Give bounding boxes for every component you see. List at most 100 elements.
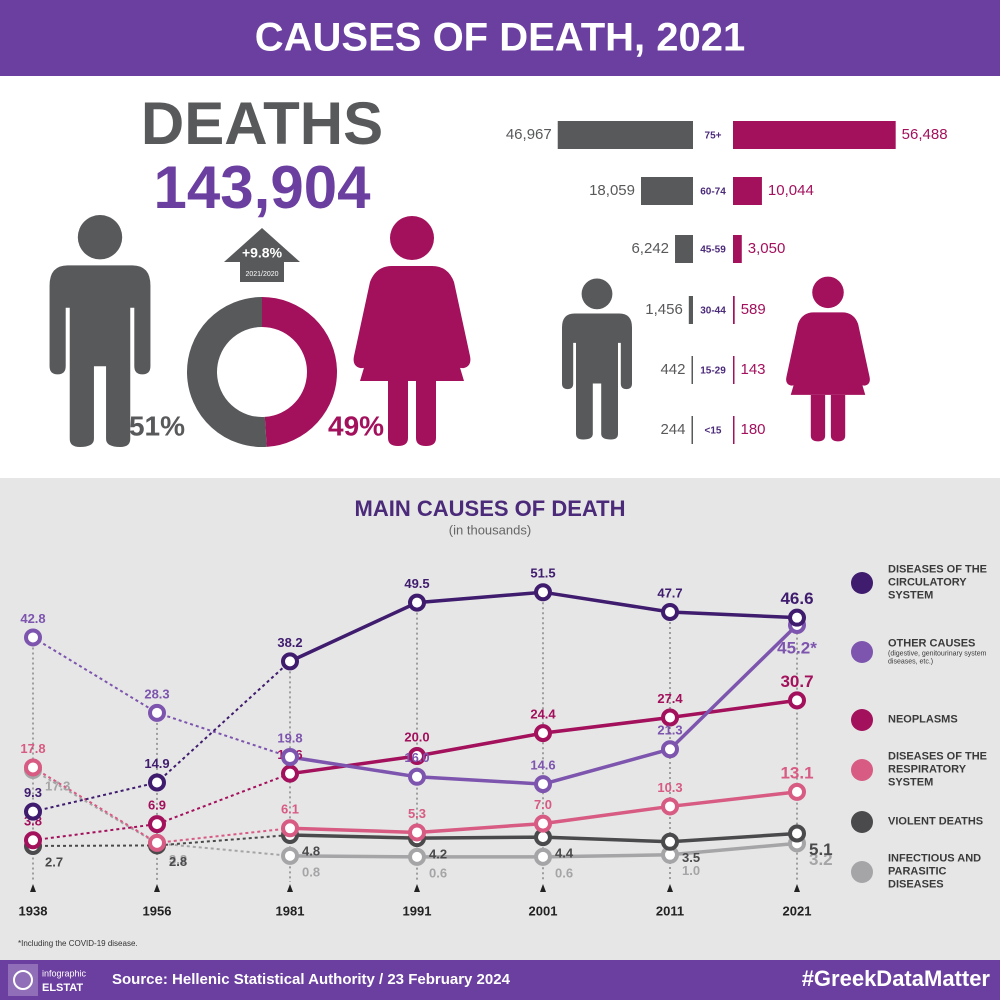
tick-marker [540,884,546,892]
point [281,819,299,838]
bar-female [733,296,735,324]
point [534,775,552,794]
value-label: 0.6 [555,865,573,880]
point [24,628,42,647]
x-tick-label: 1981 [276,903,305,918]
value-label: 46.6 [780,589,813,608]
age-label: 15-29 [700,366,726,377]
donut-segment [187,297,267,447]
point [148,703,166,722]
value-label: 2.7 [45,854,63,869]
hashtag: #GreekDataMatter [802,966,991,991]
age-label: 60-74 [700,187,726,198]
value-label: 3,050 [748,240,786,257]
bar-female [733,356,735,384]
legend-icon [851,641,873,663]
point [148,833,166,852]
bottom-panel [0,478,1000,960]
header-band [0,0,1000,76]
value-label: 13.1 [780,763,813,782]
value-label: 14.9 [144,756,169,771]
value-label: 4.4 [555,846,574,861]
x-tick-label: 1991 [403,903,432,918]
bar-male [691,416,693,444]
point [24,831,42,850]
value-label: 143 [741,361,766,378]
value-label: 7.0 [534,797,552,812]
point [788,782,806,801]
value-label: 14.6 [530,758,555,773]
point [788,608,806,627]
point [408,767,426,786]
legend-label: OTHER CAUSES [888,637,976,650]
value-label: 10.3 [657,780,682,795]
bar-female [733,121,896,149]
logo-bottom: ELSTAT [42,982,83,994]
legend-label: NEOPLASMS [888,713,958,726]
value-label: 16.0 [404,750,429,765]
value-label: 3.2 [809,850,833,869]
point [408,823,426,842]
legend-icon [851,709,873,731]
value-label: 45.2* [777,638,817,657]
deaths-label: DEATHS [141,90,383,157]
point [24,802,42,821]
tick-marker [287,884,293,892]
change-period: 2021/2020 [245,271,278,278]
point [534,847,552,866]
page-title: CAUSES OF DEATH, 2021 [255,16,746,60]
value-label: 9.3 [24,785,42,800]
value-label: 244 [660,421,685,438]
point [281,764,299,783]
bar-male [640,177,693,205]
x-tick-label: 2021 [783,903,812,918]
value-label: 51.5 [530,566,555,581]
value-label: 0.8 [302,864,320,879]
legend-label: DISEASES OF THE RESPIRATORY SYSTEM [888,750,988,789]
value-label: 18,059 [589,182,635,199]
value-label: 46,967 [506,126,552,143]
value-label: 20.0 [404,729,429,744]
value-label: 4.8 [302,843,320,858]
legend-label: DISEASES OF THE CIRCULATORY SYSTEM [888,563,988,602]
value-label: 5.3 [408,806,426,821]
x-tick-label: 1956 [143,903,172,918]
legend-entry: INFECTIOUS AND PARASITIC DISEASES [888,853,996,892]
point [661,708,679,727]
legend-entry: OTHER CAUSES (digestive, genitourinary sy… [888,638,996,667]
point [534,583,552,602]
x-tick-label: 2001 [529,903,558,918]
point [534,814,552,833]
share-label: 51% [129,410,185,441]
value-label: 3.2 [169,852,187,867]
value-label: 56,488 [902,126,948,143]
line-subtitle: (in thousands) [449,522,531,537]
bar-female [733,177,762,205]
point [408,747,426,765]
footnote: *Including the COVID-19 disease. [18,939,138,948]
value-label: 17.8 [20,741,45,756]
value-label: 4.2 [429,847,447,862]
value-label: 30.7 [780,672,813,691]
point [661,740,679,759]
legend-icon [851,759,873,781]
point [281,748,299,767]
point [148,815,166,834]
point [534,724,552,743]
bar-female [733,235,742,263]
point [408,593,426,612]
value-label: 6.1 [281,802,299,817]
value-label: 442 [660,361,685,378]
legend-icon [851,811,873,833]
value-label: 589 [741,301,766,318]
x-tick-label: 1938 [19,903,48,918]
legend-entry: NEOPLASMS [888,714,996,727]
legend-note: (digestive, genitourinary system disease… [888,650,987,666]
age-label: 45-59 [700,245,726,256]
point [661,832,679,851]
point [788,824,806,843]
change-arrow [224,228,300,282]
bar-female [733,416,735,444]
